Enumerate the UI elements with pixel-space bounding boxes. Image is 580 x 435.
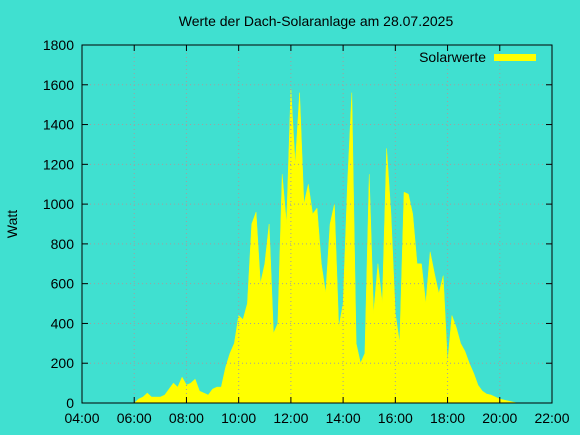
x-tick-label: 18:00 (430, 410, 465, 426)
y-tick-label: 200 (51, 355, 75, 371)
plot-frame (81, 44, 553, 404)
area (133, 88, 518, 404)
x-tick-label: 14:00 (326, 410, 361, 426)
legend-label: Solarwerte (419, 49, 486, 65)
chart-title: Werte der Dach-Solaranlage am 28.07.2025 (179, 13, 454, 29)
y-tick-label: 1200 (43, 156, 74, 172)
y-axis-label: Watt (4, 210, 20, 238)
x-tick-label: 16:00 (378, 410, 413, 426)
y-tick-label: 1600 (43, 77, 74, 93)
y-tick-label: 0 (66, 395, 74, 411)
x-tick-label: 06:00 (117, 410, 152, 426)
x-tick-label: 10:00 (221, 410, 256, 426)
y-tick-label: 1800 (43, 37, 74, 53)
y-tick-label: 600 (51, 276, 75, 292)
y-tick-label: 1400 (43, 117, 74, 133)
y-tick-label: 1000 (43, 196, 74, 212)
x-tick-label: 04:00 (64, 410, 99, 426)
x-tick-label: 08:00 (169, 410, 204, 426)
x-tick-label: 20:00 (482, 410, 517, 426)
y-tick-label: 400 (51, 315, 75, 331)
y-tick-label: 800 (51, 236, 75, 252)
x-tick-label: 22:00 (534, 410, 569, 426)
legend-swatch (494, 54, 536, 61)
x-tick-label: 12:00 (273, 410, 308, 426)
